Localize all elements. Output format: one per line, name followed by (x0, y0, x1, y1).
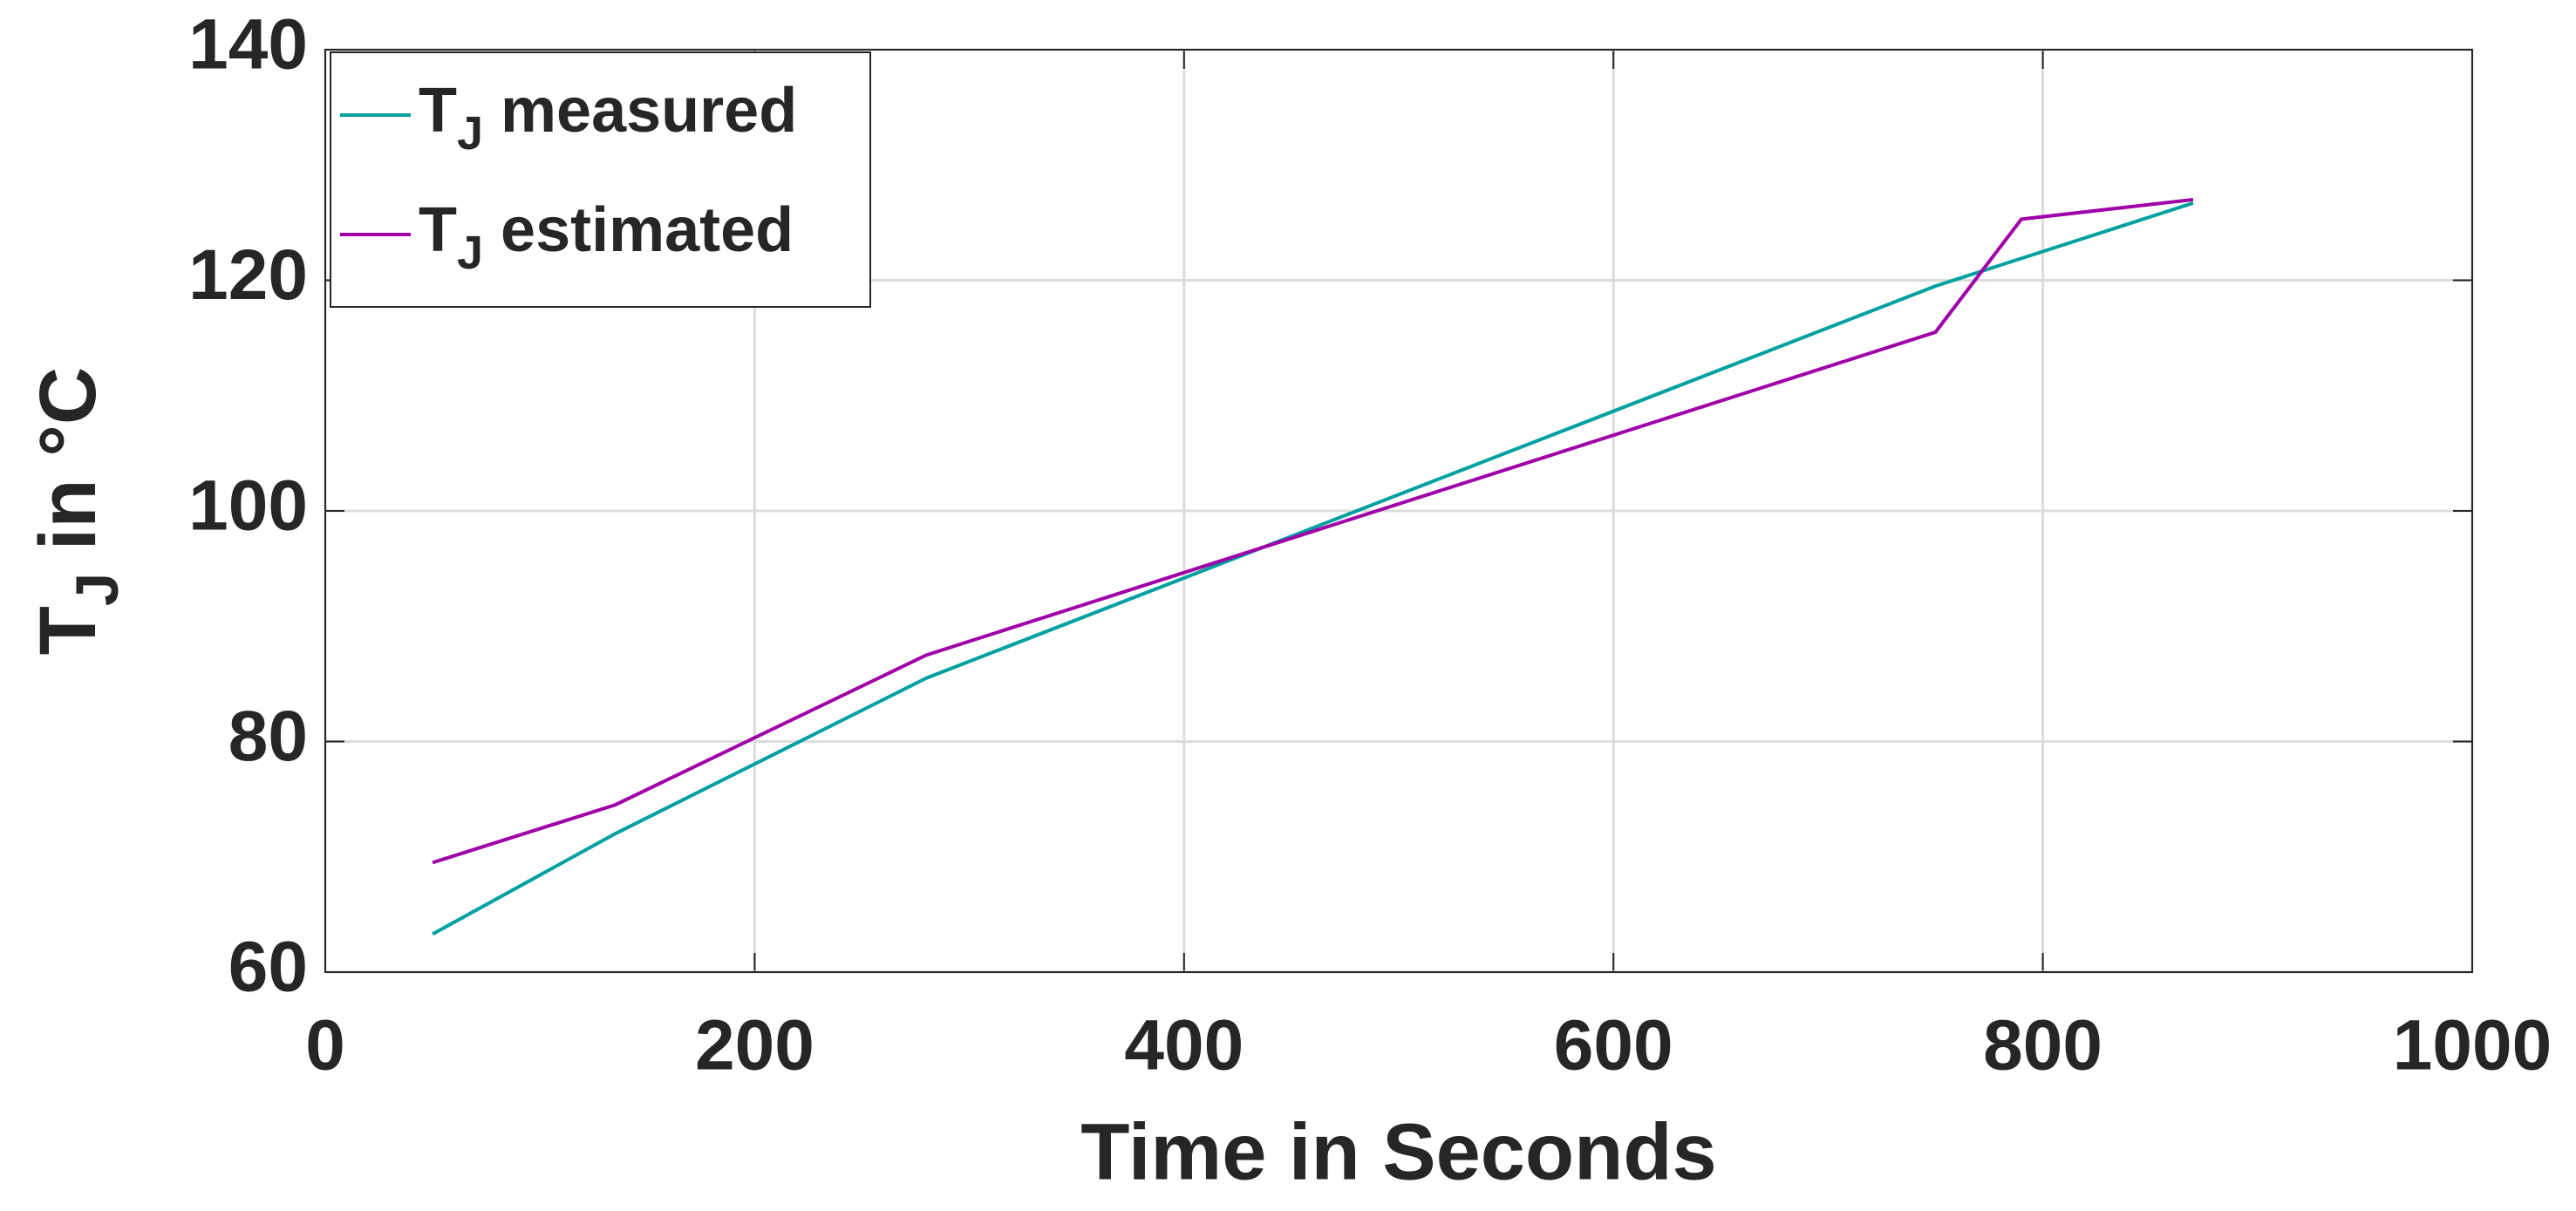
y-tick-label: 60 (228, 928, 308, 1007)
plot-frame (324, 49, 2473, 973)
legend-label: TJ measured (419, 76, 797, 160)
x-tick-label: 800 (1983, 1006, 2102, 1085)
x-tick-label: 200 (695, 1006, 814, 1085)
x-tick-label: 400 (1124, 1006, 1244, 1085)
data-line (432, 201, 2194, 936)
legend-box (330, 51, 871, 308)
legend: TJ measured TJ estimated (330, 51, 871, 308)
y-axis-title: TJ in °C (24, 367, 131, 656)
x-tick-label: 600 (1554, 1006, 1673, 1085)
x-axis-title: Time in Seconds (1080, 1107, 1716, 1196)
y-tick-label: 100 (188, 466, 308, 546)
y-tick-label: 120 (188, 235, 308, 315)
x-tick-label: 0 (305, 1006, 345, 1085)
y-tick-label: 80 (228, 697, 308, 776)
data-line (432, 197, 2194, 865)
x-tick-label: 1000 (2393, 1006, 2552, 1085)
legend-label: TJ estimated (419, 195, 794, 279)
y-tick-label: 140 (188, 5, 308, 85)
